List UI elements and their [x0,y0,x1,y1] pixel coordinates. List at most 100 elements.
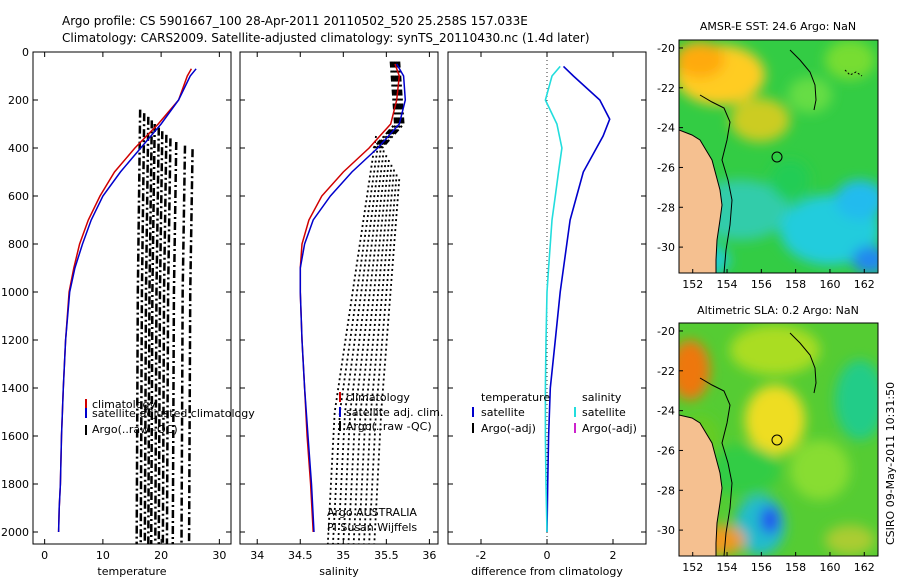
lat-tick-label: -20 [657,42,675,55]
salinity-plot: 34 34.5 35 35.5 36 [240,51,438,562]
salinity-legend: climatology satellite adj. clim. Argo(..… [327,391,443,534]
credit-timestamp: CSIRO 09-May-2011 10:31:50 [884,382,897,545]
depth-axis: 0 200 400 600 800 1000 1200 1400 1600 1800 2000 [1,46,38,539]
lat-tick-label: -26 [657,444,675,457]
temperature-difference-line [546,65,611,533]
reef-dots [844,69,863,77]
x-tick-label: 2 [610,549,617,562]
lon-tick-label: 160 [819,278,840,291]
legend-label-satellite: satellite adj. clim. [346,406,443,419]
sla-map-title: Altimetric SLA: 0.2 Argo: NaN [697,304,859,317]
argo-profile-line [363,169,395,545]
lon-tick-label: 152 [682,561,703,574]
lat-tick-label: -22 [657,82,675,95]
legend-label-climatology: climatology [346,391,410,404]
depth-tick-label: 1000 [1,286,29,299]
argo-profile-line [147,120,154,545]
legend-label-climatology: climatology [92,398,156,411]
x-tick-label: 35 [336,549,350,562]
depth-tick-label: 400 [8,142,29,155]
difference-plot: -2 0 2 [448,51,646,562]
lon-tick-label: 162 [854,561,875,574]
lon-tick-label: 158 [785,561,806,574]
argo-profile-line [347,155,388,545]
reef-contour [789,332,817,394]
australia-coast [679,414,723,556]
temperature-satellite-line [57,68,197,533]
sst-map [679,40,878,273]
lat-tick-label: -22 [657,365,675,378]
legend-label-sal-satellite: satellite [582,406,626,419]
legend-heading-salinity: salinity [582,391,622,404]
sst-map-frame [678,39,879,274]
x-tick-label: 35.5 [374,549,399,562]
profile-location-marker [771,151,783,163]
temperature-legend: climatology satellite-adjusted climatolo… [85,398,255,436]
lat-tick-label: -28 [657,484,675,497]
argo-profile-line [139,113,146,545]
lon-tick-label: 160 [819,561,840,574]
lat-tick-label: -26 [657,161,675,174]
argo-profile-line [357,164,393,545]
argo-profile-line [165,138,172,545]
argo-profile-line [374,61,398,149]
sla-map-frame [678,322,879,557]
depth-tick-label: 1400 [1,382,29,395]
lon-tick-label: 154 [717,278,738,291]
sst-map-title: AMSR-E SST: 24.6 Argo: NaN [700,20,856,33]
argo-profile-line [161,134,168,545]
legend-label-temp-argo: Argo(-adj) [481,422,536,435]
argo-profile-line [368,174,398,545]
argo-profile-line [372,61,396,149]
x-tick-label: 20 [154,549,168,562]
temperature-climatology-line [57,68,193,533]
temperature-panel [32,51,232,545]
legend-label-argo: Argo(..raw -QC) [92,423,178,436]
lon-tick-label: 158 [785,278,806,291]
argo-profile-line [135,109,142,545]
legend-label-sal-argo: Argo(-adj) [582,422,637,435]
depth-tick-label: 1800 [1,478,29,491]
sla-map [679,323,878,556]
depth-tick-label: 1600 [1,430,29,443]
lat-tick-label: -30 [657,241,675,254]
reef-contour [789,49,817,111]
salinity-xlabel: salinity [319,565,359,578]
argo-profile-line [342,150,385,545]
depth-tick-label: 0 [22,46,29,59]
argo-profile-line [379,61,403,149]
legend-label-satellite: satellite-adjusted climatology [92,407,255,420]
x-tick-label: 0 [544,549,551,562]
argo-profile-line [180,145,187,545]
x-tick-label: 34.5 [288,549,313,562]
argo-profile-line [171,141,178,545]
depth-tick-label: 1200 [1,334,29,347]
argo-profile-line [332,140,380,545]
lat-tick-label: -24 [657,405,675,418]
header-line2: Climatology: CARS2009. Satellite-adjuste… [62,31,590,45]
difference-legend: temperature satellite Argo(-adj) salinit… [472,391,637,435]
salinity-difference-line [544,65,563,533]
x-tick-label: 34 [250,549,264,562]
temperature-xlabel: temperature [97,565,166,578]
lat-tick-label: -24 [657,122,675,135]
lon-tick-label: 156 [751,278,772,291]
argo-profile-line [154,127,161,545]
lat-tick-label: -28 [657,201,675,214]
x-tick-label: 30 [212,549,226,562]
argo-profile-line [143,116,150,545]
lon-tick-label: 156 [751,561,772,574]
depth-tick-label: 200 [8,94,29,107]
profile-location-marker [771,434,783,446]
salinity-climatology-line [299,63,401,533]
bathymetry-contour [699,377,733,556]
lon-tick-label: 162 [854,278,875,291]
temperature-plot: 0 10 20 30 [33,51,231,562]
x-tick-label: 36 [422,549,436,562]
lon-tick-label: 154 [717,561,738,574]
header-line1: Argo profile: CS 5901667_100 28-Apr-2011… [62,14,528,28]
sst-map-axes: 152 154 156 158 160 162 -20 -22 -24 -26 -28 -30 [657,42,875,291]
bathymetry-contour [699,94,733,273]
australia-coast [679,129,723,273]
legend-label-argo: Argo(..raw -QC) [346,420,432,433]
